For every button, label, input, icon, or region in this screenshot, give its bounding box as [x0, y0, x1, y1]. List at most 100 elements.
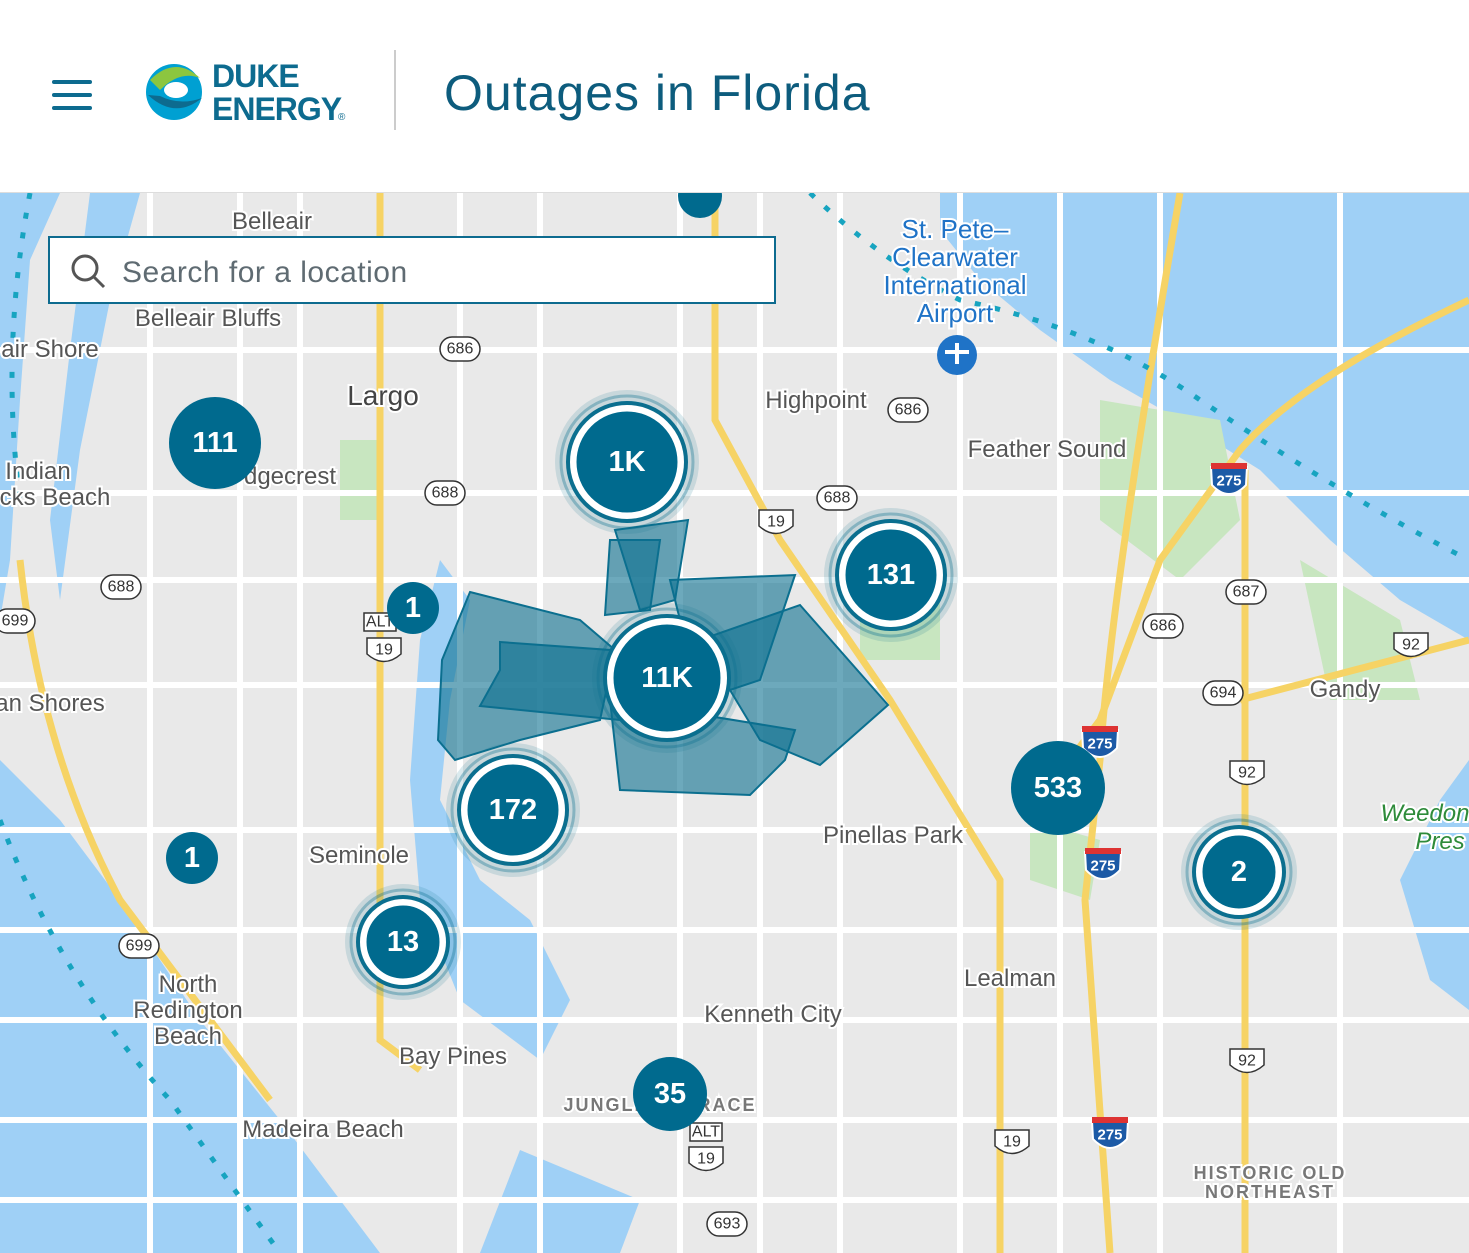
- shield-label: 92: [1402, 637, 1420, 654]
- place-label: Belleair: [232, 208, 312, 235]
- search-box[interactable]: Search for a location: [48, 236, 776, 304]
- header: DUKE ENERGY ® Outages in Florida: [0, 0, 1469, 193]
- shield-shape: [1083, 851, 1123, 880]
- shield-label: 686: [447, 341, 474, 358]
- shield-shape: [1202, 680, 1244, 706]
- place-label: Belleair Bluffs: [135, 305, 281, 332]
- road-shield: 92: [1229, 1048, 1265, 1074]
- road-shield: 686: [1142, 613, 1184, 639]
- road-shield: 275: [1209, 463, 1249, 495]
- road-shield: 92: [1393, 632, 1429, 658]
- cluster-dot: [842, 526, 940, 624]
- cluster-marker[interactable]: 533: [1011, 741, 1105, 835]
- cluster-marker[interactable]: 172: [446, 743, 580, 877]
- road-shield: 19: [366, 637, 402, 663]
- shield-shape: [706, 1211, 748, 1237]
- cluster-ring: [349, 888, 457, 996]
- cluster-dot: [573, 408, 681, 516]
- road-shield: 699: [118, 933, 160, 959]
- cluster-marker[interactable]: 13: [345, 884, 461, 1000]
- road-shield: 275: [1080, 726, 1120, 758]
- shield-label: 19: [767, 514, 785, 531]
- shield-label: 686: [1150, 618, 1177, 635]
- search-icon: [71, 254, 106, 289]
- road-shield: 688: [100, 574, 142, 600]
- road-shield: 92: [1229, 760, 1265, 786]
- place-label: an Shores: [0, 690, 105, 717]
- shield-shape: [1209, 466, 1249, 495]
- cluster-marker[interactable]: [678, 193, 722, 218]
- cluster-marker[interactable]: 131: [824, 508, 958, 642]
- cluster-marker[interactable]: 1: [387, 582, 439, 634]
- shield-label: 19: [697, 1151, 715, 1168]
- place-label: Indian: [5, 458, 70, 485]
- shield-top: [1082, 726, 1118, 732]
- place-label: North: [159, 971, 218, 998]
- shield-label: ALT: [692, 1124, 720, 1141]
- header-graphics: DUKE ENERGY ® Outages in Florida: [52, 50, 870, 130]
- shield-top: [1085, 848, 1121, 854]
- cluster-count: 1: [405, 592, 421, 624]
- place-label: Gandy: [1310, 676, 1381, 703]
- cluster-marker[interactable]: 1K: [555, 390, 699, 534]
- shield-label: 687: [1233, 584, 1260, 601]
- shield-shape: [366, 637, 402, 663]
- place-label: Bay Pines: [399, 1043, 507, 1070]
- road-shield: 688: [424, 480, 466, 506]
- cluster-dot: [1199, 832, 1279, 912]
- cluster-marker[interactable]: 2: [1181, 814, 1297, 930]
- shield-label: 686: [895, 402, 922, 419]
- cluster-ring: [559, 394, 695, 530]
- place-label: Kenneth City: [704, 1001, 841, 1028]
- shield-top: [1092, 1117, 1128, 1123]
- shield-shape: [1225, 579, 1267, 605]
- menu-button[interactable]: [52, 80, 92, 110]
- shield-label: 92: [1238, 1053, 1256, 1070]
- place-label: Pinellas Park: [823, 822, 964, 849]
- shield-label: 92: [1238, 765, 1256, 782]
- place-label: Highpoint: [765, 387, 867, 414]
- outage-areas: [436, 518, 890, 797]
- cluster-marker[interactable]: 111: [169, 397, 261, 489]
- cluster-marker[interactable]: 35: [633, 1057, 707, 1131]
- cluster-dot: [464, 761, 562, 859]
- search-placeholder: Search for a location: [122, 256, 408, 289]
- place-label: dgecrest: [244, 463, 336, 490]
- shield-shape: [0, 608, 36, 634]
- shield-shape: [1393, 632, 1429, 658]
- cluster-dot: [169, 397, 261, 489]
- place-label: cks Beach: [0, 484, 110, 511]
- road-shield: 275: [1090, 1117, 1130, 1149]
- cluster-dot: [1011, 741, 1105, 835]
- cluster-count: 131: [867, 559, 915, 591]
- shield-label: 699: [126, 938, 153, 955]
- cluster-dot: [633, 1057, 707, 1131]
- shield-shape: [758, 509, 794, 535]
- shield-label: 275: [1090, 858, 1115, 875]
- place-label: HISTORIC OLD: [1194, 1163, 1347, 1183]
- place-label: Feather Sound: [968, 436, 1127, 463]
- place-label: Seminole: [309, 842, 409, 869]
- road-shield: 699: [0, 608, 36, 634]
- cluster-marker[interactable]: 1: [166, 832, 218, 884]
- shield-label: 688: [432, 485, 459, 502]
- cluster-dot: [610, 621, 724, 735]
- cluster-ring: [450, 747, 576, 873]
- road-shield: 687: [1225, 579, 1267, 605]
- road-shield: 19: [758, 509, 794, 535]
- cluster-dot: [387, 582, 439, 634]
- shield-label: 693: [714, 1216, 741, 1233]
- shield-label: 688: [108, 579, 135, 596]
- place-label: NORTHEAST: [1205, 1182, 1335, 1202]
- place-label: Airport: [917, 298, 994, 328]
- shield-label: 19: [375, 642, 393, 659]
- cluster-ring: [596, 607, 738, 749]
- place-label: Clearwater: [892, 242, 1018, 272]
- logo-icon: [146, 64, 202, 120]
- cluster-marker[interactable]: 11K: [592, 603, 742, 753]
- shield-shape: [424, 480, 466, 506]
- cluster-count: 172: [489, 794, 537, 826]
- map[interactable]: 686 686 688 688 688 19 ALT 19 699 699 275 687 686 92 6…: [0, 193, 1469, 1253]
- ferry-routes: [0, 193, 1469, 1253]
- shield-label: 275: [1087, 736, 1112, 753]
